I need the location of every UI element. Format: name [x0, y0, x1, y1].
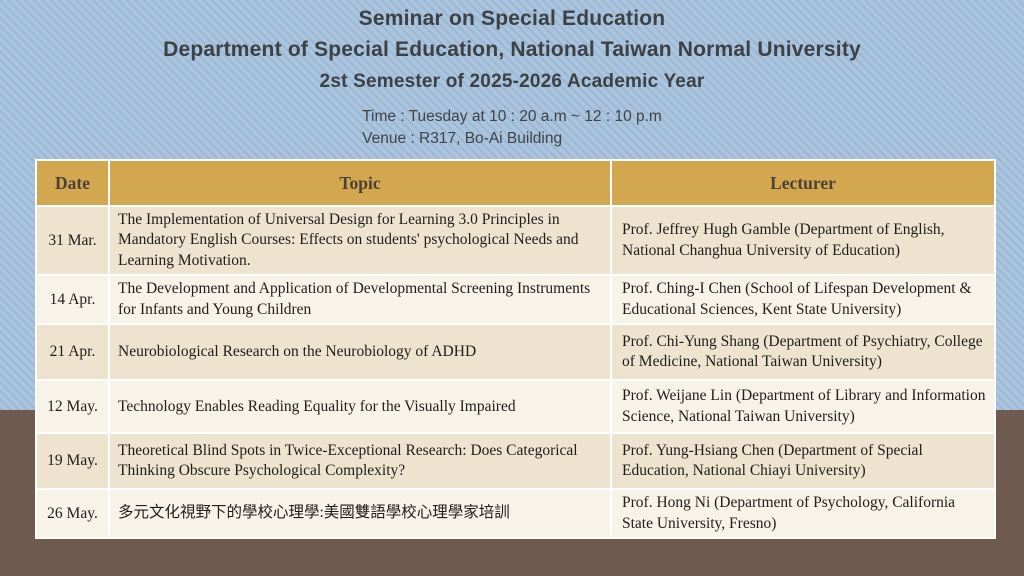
table-row: 19 May. Theoretical Blind Spots in Twice… — [35, 432, 996, 491]
schedule-table: Date Topic Lecturer 31 Mar. The Implemen… — [35, 159, 996, 540]
cell-date: 19 May. — [35, 432, 110, 491]
cell-topic: Theoretical Blind Spots in Twice-Excepti… — [108, 432, 612, 491]
column-header-lecturer: Lecturer — [610, 159, 996, 207]
cell-date: 21 Apr. — [35, 323, 110, 382]
cell-topic: The Development and Application of Devel… — [108, 274, 612, 326]
cell-lecturer: Prof. Jeffrey Hugh Gamble (Department of… — [610, 204, 996, 277]
cell-lecturer: Prof. Chi-Yung Shang (Department of Psyc… — [610, 323, 996, 382]
cell-lecturer: Prof. Ching-I Chen (School of Lifespan D… — [610, 274, 996, 326]
cell-topic: Technology Enables Reading Equality for … — [108, 379, 612, 435]
cell-date: 31 Mar. — [35, 204, 110, 277]
cell-lecturer: Prof. Weijane Lin (Department of Library… — [610, 379, 996, 435]
table-row: 26 May. 多元文化視野下的學校心理學:美國雙語學校心理學家培訓 Prof.… — [35, 488, 996, 540]
cell-topic: The Implementation of Universal Design f… — [108, 204, 612, 277]
cell-date: 26 May. — [35, 488, 110, 540]
table-row: 21 Apr. Neurobiological Research on the … — [35, 323, 996, 382]
seminar-meta: Time : Tuesday at 10 : 20 a.m ~ 12 : 10 … — [362, 106, 662, 149]
cell-date: 12 May. — [35, 379, 110, 435]
header-row: Date Topic Lecturer — [35, 159, 996, 207]
cell-date: 14 Apr. — [35, 274, 110, 326]
slide-header: Seminar on Special Education Department … — [0, 0, 1024, 149]
cell-lecturer: Prof. Hong Ni (Department of Psychology,… — [610, 488, 996, 540]
cell-topic: 多元文化視野下的學校心理學:美國雙語學校心理學家培訓 — [108, 488, 612, 540]
schedule-table-header: Date Topic Lecturer — [35, 159, 996, 207]
column-header-topic: Topic — [108, 159, 612, 207]
table-row: 31 Mar. The Implementation of Universal … — [35, 204, 996, 277]
table-row: 12 May. Technology Enables Reading Equal… — [35, 379, 996, 435]
slide-subtitle-semester: 2st Semester of 2025-2026 Academic Year — [319, 71, 705, 92]
slide-title: Seminar on Special Education — [358, 7, 666, 30]
cell-lecturer: Prof. Yung-Hsiang Chen (Department of Sp… — [610, 432, 996, 491]
table-row: 14 Apr. The Development and Application … — [35, 274, 996, 326]
seminar-time: Time : Tuesday at 10 : 20 a.m ~ 12 : 10 … — [362, 108, 662, 125]
schedule-table-body: 31 Mar. The Implementation of Universal … — [35, 204, 996, 540]
column-header-date: Date — [35, 159, 110, 207]
seminar-venue: Venue : R317, Bo-Ai Building — [362, 129, 563, 147]
slide-subtitle-department: Department of Special Education, Nationa… — [163, 38, 861, 61]
cell-topic: Neurobiological Research on the Neurobio… — [108, 323, 612, 382]
